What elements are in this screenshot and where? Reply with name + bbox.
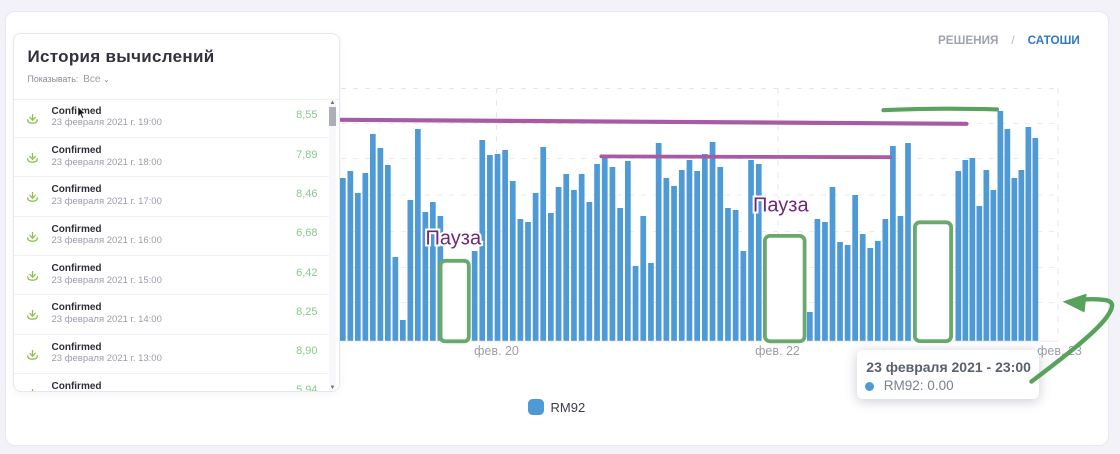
svg-text:фев. 23: фев. 23 xyxy=(1037,344,1082,358)
svg-text:Пауза: Пауза xyxy=(426,228,482,250)
svg-text:фев. 22: фев. 22 xyxy=(755,344,800,358)
svg-text:фев. 20: фев. 20 xyxy=(474,344,519,358)
svg-text:Пауза: Пауза xyxy=(753,195,809,217)
